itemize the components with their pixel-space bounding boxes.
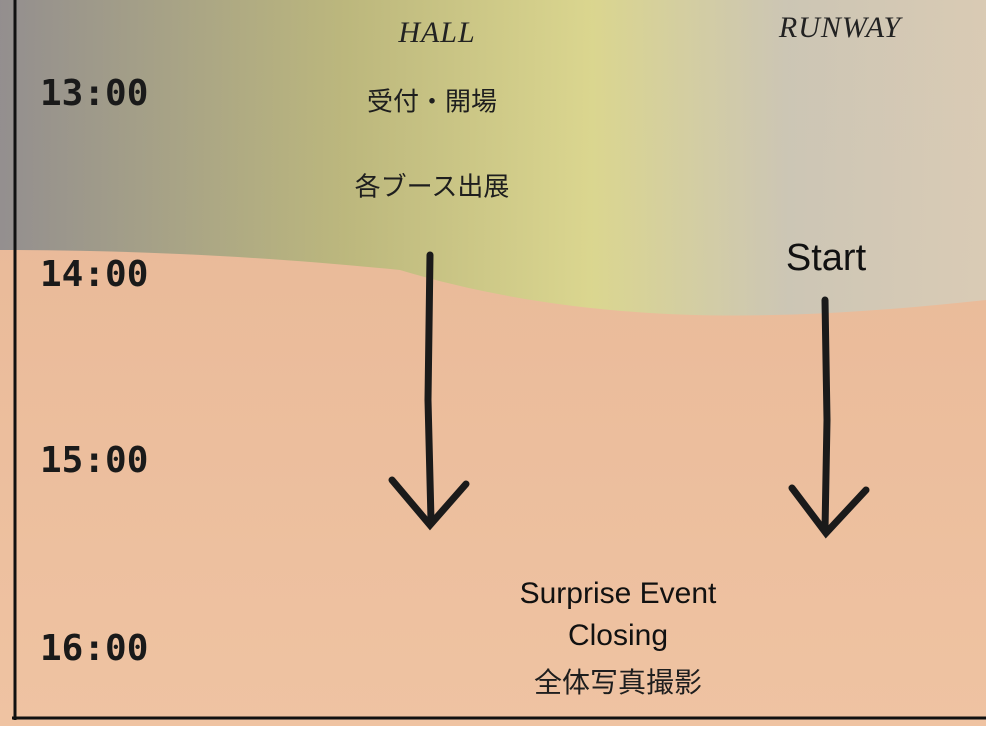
finale-item: Closing <box>568 619 668 652</box>
time-label: 15:00 <box>40 440 148 481</box>
time-label: 13:00 <box>40 73 148 114</box>
hall-item: 受付・開場 <box>367 88 497 118</box>
column-header: RUNWAY <box>778 11 904 44</box>
column-header: HALL <box>397 16 475 49</box>
time-label: 14:00 <box>40 254 148 295</box>
finale-item: Surprise Event <box>520 577 717 610</box>
time-label: 16:00 <box>40 628 148 669</box>
finale-item: 全体写真撮影 <box>534 666 702 699</box>
runway-start: Start <box>786 237 867 279</box>
runway-arrow <box>788 296 870 539</box>
hall-arrow <box>388 251 470 531</box>
hall-item: 各ブース出展 <box>355 173 510 203</box>
background-photo <box>0 0 986 316</box>
